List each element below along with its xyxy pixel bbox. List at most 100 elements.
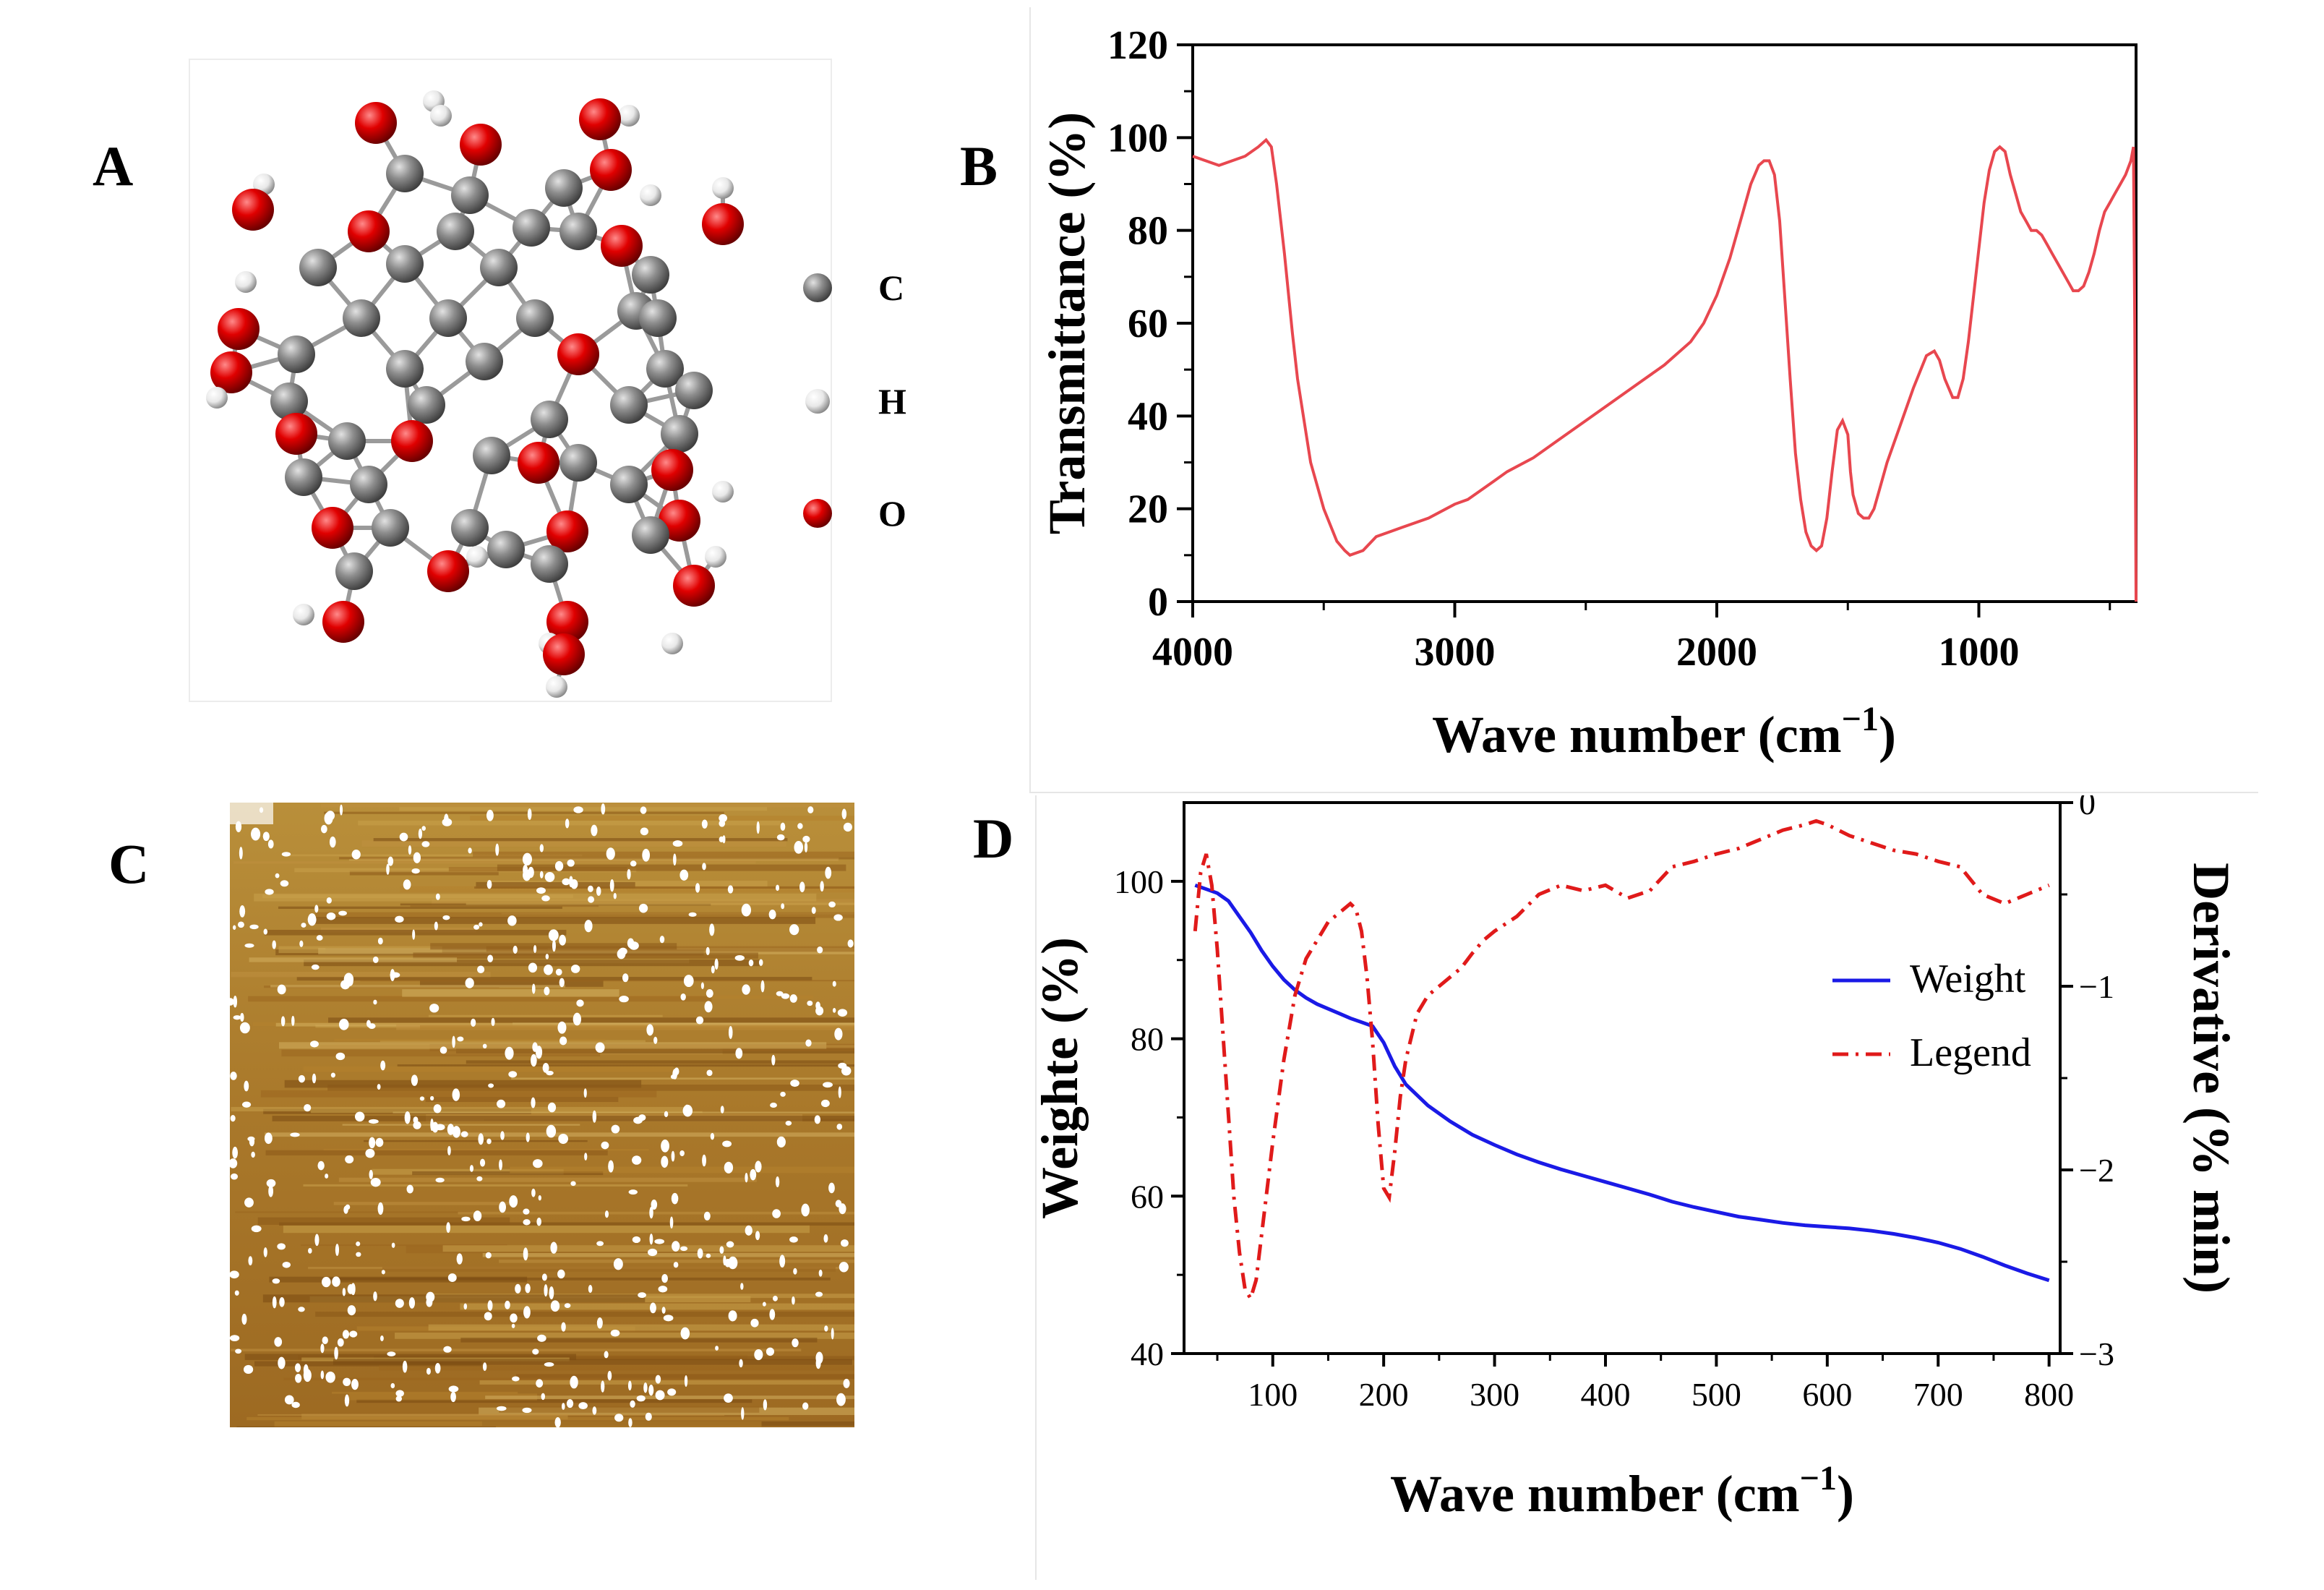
- afm-particle: [259, 807, 264, 813]
- afm-streak: [420, 1025, 854, 1030]
- afm-particle: [370, 1177, 381, 1187]
- afm-particle: [554, 1417, 561, 1427]
- afm-particle: [249, 924, 259, 930]
- afm-particle: [314, 905, 319, 913]
- panel-b-series-line: [1192, 137, 2138, 602]
- afm-particle: [549, 1286, 554, 1299]
- afm-particle: [671, 1192, 679, 1205]
- afm-particle: [601, 1380, 605, 1393]
- afm-particle: [280, 1016, 286, 1027]
- legend-c-label: C: [878, 268, 904, 308]
- afm-particle: [648, 1384, 654, 1396]
- afm-particle: [233, 1015, 241, 1020]
- afm-particle: [461, 1216, 471, 1222]
- afm-particle: [750, 1318, 759, 1328]
- panel-d-xtick-label: 200: [1359, 1376, 1409, 1413]
- atom-c: [513, 209, 550, 247]
- afm-particle: [338, 1018, 349, 1030]
- afm-particle: [601, 803, 606, 815]
- afm-particle: [548, 929, 559, 941]
- afm-particle: [618, 947, 627, 955]
- afm-particle: [482, 1362, 487, 1372]
- atom-h: [618, 105, 640, 127]
- afm-particle: [473, 1210, 482, 1222]
- atom-c: [675, 372, 713, 409]
- afm-particle: [775, 884, 780, 892]
- afm-particle: [433, 1104, 442, 1114]
- afm-streak: [400, 886, 854, 893]
- afm-particle: [823, 1082, 833, 1088]
- afm-corner: [230, 803, 273, 824]
- afm-particle: [230, 1270, 239, 1279]
- atom-c: [632, 256, 669, 294]
- afm-particle: [452, 1088, 460, 1101]
- afm-particle: [661, 1307, 666, 1314]
- panel-b-xtick-label: 4000: [1152, 630, 1233, 675]
- afm-particle: [709, 923, 715, 936]
- atom-h: [661, 633, 683, 654]
- afm-streak: [397, 1064, 854, 1067]
- afm-streak: [249, 957, 458, 962]
- panel-d-xtick-label: 300: [1470, 1376, 1519, 1413]
- panel-b-xtick-label: 2000: [1676, 630, 1757, 675]
- afm-particle: [234, 1290, 239, 1296]
- afm-particle: [541, 1273, 547, 1281]
- panel-d-xtick-label: 800: [2024, 1376, 2074, 1413]
- afm-particle: [697, 1248, 703, 1259]
- afm-streak: [264, 929, 567, 936]
- afm-particle: [630, 860, 637, 867]
- afm-particle: [452, 1035, 455, 1048]
- afm-particle: [310, 1040, 319, 1048]
- afm-streak: [342, 1124, 580, 1126]
- afm-particle: [546, 1124, 557, 1138]
- afm-particle: [724, 1161, 734, 1174]
- afm-particle: [776, 834, 785, 841]
- afm-particle: [741, 1407, 745, 1420]
- afm-particle: [807, 806, 814, 813]
- atom-c: [516, 299, 554, 337]
- afm-particle: [847, 939, 854, 948]
- afm-particle: [532, 1348, 539, 1355]
- afm-particle: [802, 835, 810, 843]
- afm-particle: [748, 959, 754, 967]
- atom-h: [546, 676, 567, 698]
- afm-streak: [374, 1356, 854, 1361]
- afm-particle: [596, 1317, 603, 1329]
- afm-particle: [573, 1012, 582, 1026]
- afm-particle: [439, 1046, 447, 1054]
- afm-particle: [702, 863, 706, 871]
- afm-particle: [817, 946, 823, 954]
- afm-particle: [570, 1375, 578, 1389]
- afm-particle: [326, 897, 332, 904]
- afm-particle: [496, 1099, 506, 1108]
- afm-particle: [404, 1111, 411, 1124]
- panel-d-xlabel: Wave number (cm−1): [1390, 1459, 1854, 1523]
- panel-b-chart: 4000 3000 2000 1000 0 20 40 60 80 100 120 Wave num…: [1038, 23, 2138, 764]
- panel-b-ytick-label: 120: [1107, 23, 1168, 68]
- afm-streak: [425, 1097, 619, 1103]
- afm-particle: [304, 1104, 312, 1112]
- atom-c: [299, 249, 337, 286]
- afm-particle: [627, 869, 631, 880]
- afm-particle: [251, 827, 261, 841]
- afm-particle: [754, 1348, 763, 1361]
- atom-o: [518, 442, 559, 484]
- afm-particle: [479, 922, 483, 927]
- afm-particle: [525, 1283, 531, 1294]
- afm-particle: [334, 1346, 338, 1360]
- afm-particle: [592, 1110, 597, 1123]
- panel-b-frame-bottom: [1029, 792, 2258, 793]
- afm-particle: [298, 1307, 305, 1312]
- atom-o: [546, 510, 588, 552]
- afm-streak: [470, 816, 854, 821]
- afm-particle: [559, 978, 565, 988]
- atom-o: [651, 449, 693, 491]
- afm-streak: [244, 1354, 577, 1360]
- afm-particle: [406, 1184, 413, 1194]
- afm-particle: [487, 1300, 493, 1311]
- afm-particle: [722, 1140, 732, 1147]
- afm-particle: [832, 1007, 836, 1013]
- afm-particle: [251, 1225, 262, 1233]
- atom-o: [673, 565, 715, 607]
- afm-particle: [536, 1046, 543, 1059]
